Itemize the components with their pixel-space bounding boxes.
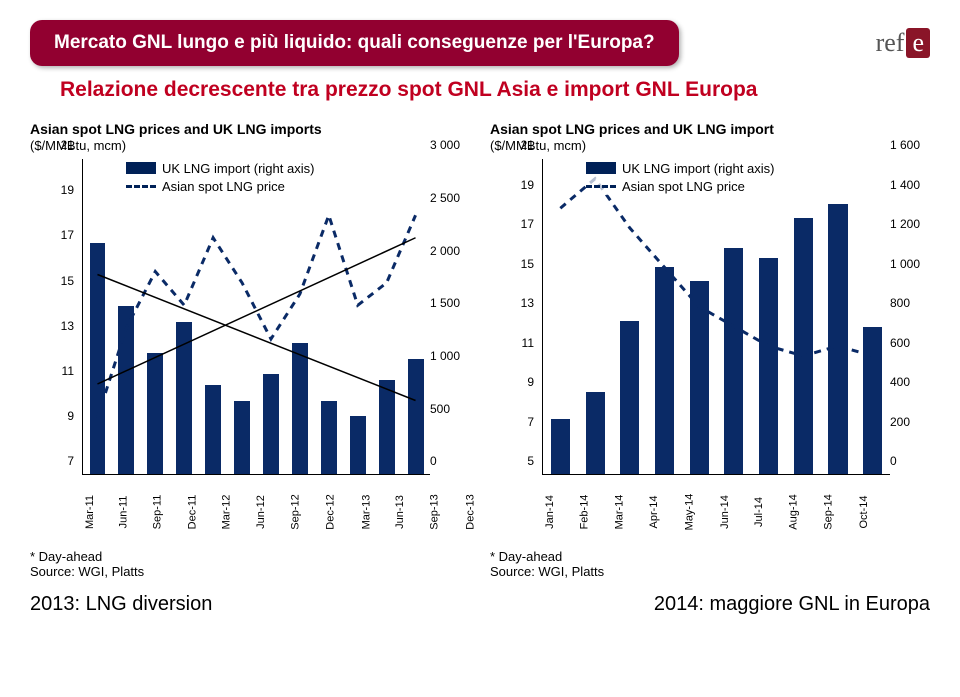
ytick-right: 800	[890, 296, 910, 310]
xlabel: Oct-14	[858, 495, 888, 529]
left-axis-x: Mar-11Jun-11Sep-11Dec-11Mar-12Jun-12Sep-…	[82, 475, 430, 505]
xlabel: Mar-12	[221, 495, 251, 530]
xlabel: Mar-14	[613, 495, 643, 530]
right-chart-subtitle: ($/MMBtu, mcm)	[490, 138, 930, 153]
left-footnote-2: Source: WGI, Platts	[30, 564, 470, 579]
legend-swatch-dash-icon	[126, 185, 156, 188]
ytick-left: 11	[62, 364, 74, 378]
right-chart: Asian spot LNG prices and UK LNG import …	[490, 120, 930, 616]
legend-swatch-dash-icon	[586, 185, 616, 188]
ytick-left: 21	[521, 138, 534, 152]
xlabel: Jun-11	[117, 496, 147, 529]
xlabel: Mar-11	[84, 495, 114, 529]
ytick-right: 1 200	[890, 217, 920, 231]
price-line	[560, 179, 872, 356]
ytick-left: 7	[67, 454, 74, 468]
xlabel: Jun-14	[719, 495, 749, 529]
ytick-right: 1 600	[890, 138, 920, 152]
left-footnote-1: * Day-ahead	[30, 549, 470, 564]
right-caption: 2014: maggiore GNL in Europa	[490, 593, 930, 616]
ytick-right: 3 000	[430, 138, 460, 152]
xlabel: Dec-11	[186, 495, 216, 530]
ytick-right: 200	[890, 415, 910, 429]
xlabel: May-14	[683, 494, 713, 531]
logo-text-e: e	[906, 28, 930, 58]
xlabel: Dec-12	[325, 494, 355, 529]
right-footnote-2: Source: WGI, Platts	[490, 564, 930, 579]
right-footnote-1: * Day-ahead	[490, 549, 930, 564]
xlabel: Mar-13	[360, 495, 390, 530]
trend-line-price	[97, 238, 415, 384]
subtitle: Relazione decrescente tra prezzo spot GN…	[60, 78, 930, 102]
left-plot-area	[82, 159, 430, 475]
ytick-right: 1 000	[890, 257, 920, 271]
xlabel: Sep-11	[151, 495, 181, 530]
ytick-left: 17	[521, 217, 534, 231]
xlabel: Sep-12	[289, 494, 319, 529]
xlabel: Feb-14	[579, 495, 609, 530]
ytick-right: 1 400	[890, 178, 920, 192]
ytick-left: 7	[527, 415, 534, 429]
xlabel: Sep-14	[823, 494, 853, 529]
legend-swatch-bar-icon	[126, 162, 156, 174]
legend-swatch-bar-icon	[586, 162, 616, 174]
left-axis-y-right: 05001 0001 5002 0002 5003 000	[430, 159, 474, 475]
ytick-left: 19	[61, 183, 74, 197]
right-axis-y-left: 579111315171921	[512, 159, 538, 475]
trend-line-bars	[97, 275, 415, 401]
ytick-left: 9	[67, 409, 74, 423]
ytick-right: 1 000	[430, 349, 460, 363]
left-chart: Asian spot LNG prices and UK LNG imports…	[30, 120, 470, 616]
xlabel: Jan-14	[544, 495, 574, 529]
xlabel: Dec-13	[464, 494, 494, 529]
ytick-right: 2 500	[430, 191, 460, 205]
left-chart-subtitle: ($/MMBtu, mcm)	[30, 138, 470, 153]
ytick-right: 600	[890, 336, 910, 350]
right-axis-x: Jan-14Feb-14Mar-14Apr-14May-14Jun-14Jul-…	[542, 475, 890, 505]
ytick-right: 1 500	[430, 296, 460, 310]
ytick-left: 13	[521, 296, 534, 310]
logo: refe	[876, 28, 930, 58]
left-caption: 2013: LNG diversion	[30, 593, 470, 616]
ytick-left: 9	[527, 375, 534, 389]
right-chart-title: Asian spot LNG prices and UK LNG import	[490, 120, 930, 138]
legend-label-line: Asian spot LNG price	[622, 179, 745, 194]
ytick-left: 5	[527, 454, 534, 468]
ytick-left: 19	[521, 178, 534, 192]
ytick-right: 2 000	[430, 244, 460, 258]
right-axis-y-right: 02004006008001 0001 2001 4001 600	[890, 159, 934, 475]
xlabel: Jul-14	[753, 495, 783, 529]
right-legend: UK LNG import (right axis) Asian spot LN…	[586, 159, 774, 195]
xlabel: Sep-13	[429, 494, 459, 529]
legend-label-line: Asian spot LNG price	[162, 179, 285, 194]
xlabel: Jun-13	[394, 495, 424, 529]
left-legend: UK LNG import (right axis) Asian spot LN…	[126, 159, 314, 195]
ytick-left: 21	[61, 138, 74, 152]
legend-label-bar: UK LNG import (right axis)	[162, 161, 314, 176]
legend-label-bar: UK LNG import (right axis)	[622, 161, 774, 176]
left-chart-title: Asian spot LNG prices and UK LNG imports	[30, 120, 470, 138]
xlabel: Apr-14	[648, 495, 678, 529]
ytick-right: 400	[890, 375, 910, 389]
right-plot-area	[542, 159, 890, 475]
ytick-left: 15	[61, 274, 74, 288]
xlabel: Aug-14	[788, 494, 818, 529]
price-line	[97, 215, 415, 418]
logo-text-ref: ref	[876, 28, 905, 58]
ytick-left: 15	[521, 257, 534, 271]
ytick-left: 13	[61, 319, 74, 333]
ytick-right: 0	[430, 454, 437, 468]
ytick-right: 500	[430, 402, 450, 416]
xlabel: Jun-12	[255, 495, 285, 529]
ytick-left: 17	[61, 228, 74, 242]
page-title: Mercato GNL lungo e più liquido: quali c…	[30, 20, 679, 66]
ytick-right: 0	[890, 454, 897, 468]
ytick-left: 11	[522, 336, 534, 350]
left-axis-y-left: 79111315171921	[52, 159, 78, 475]
